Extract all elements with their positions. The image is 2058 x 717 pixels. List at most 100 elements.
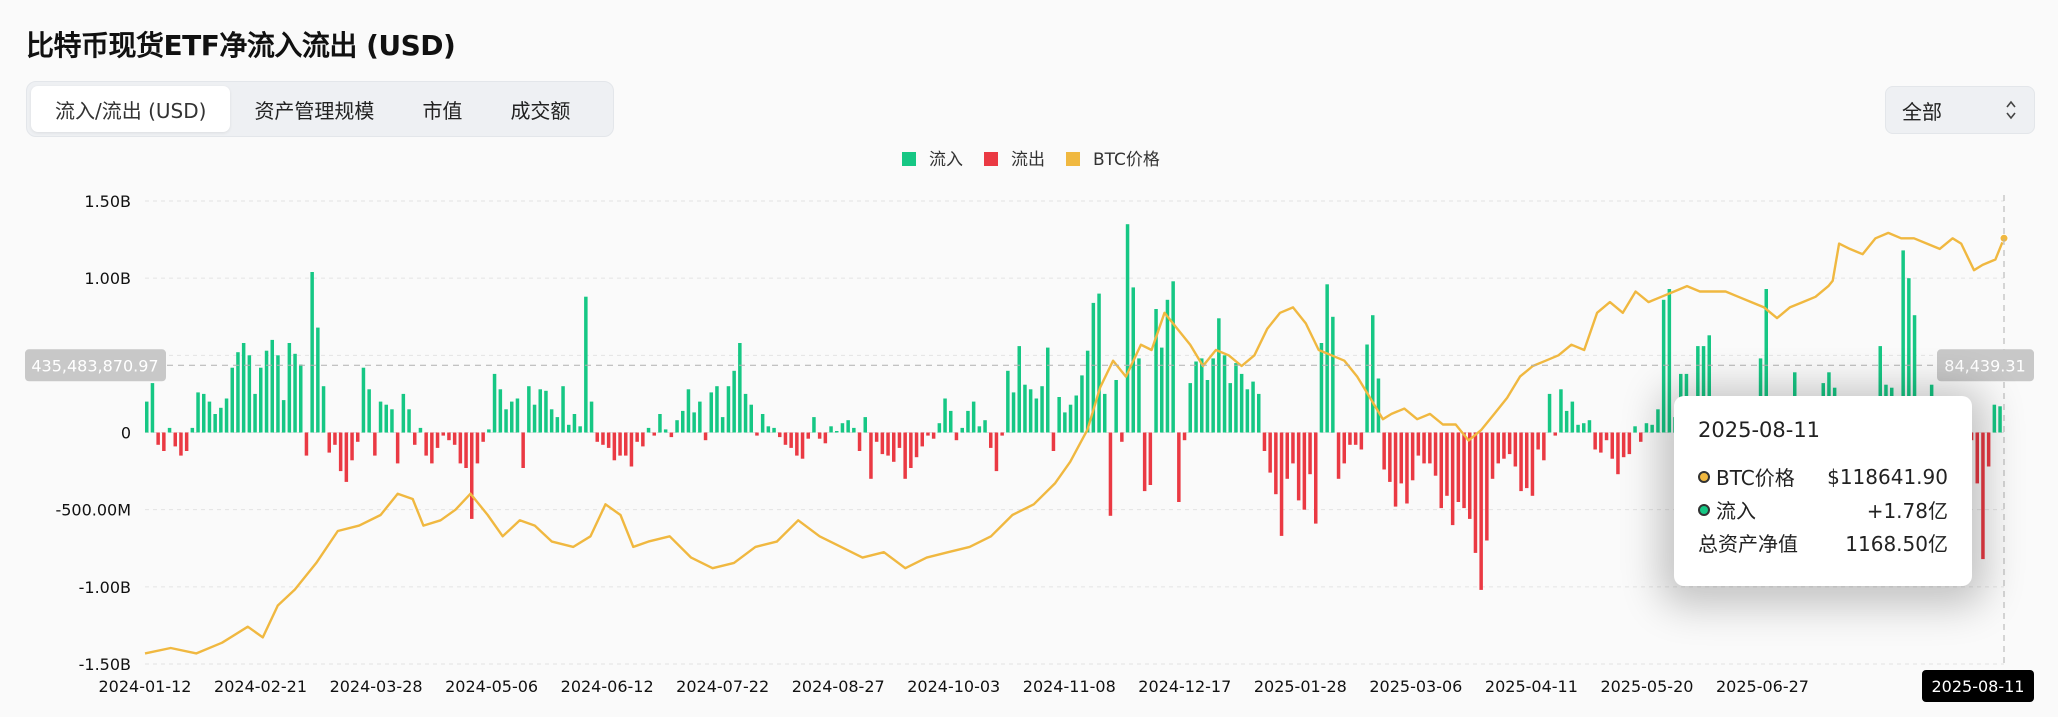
crosshair-x-label: 2025-08-11 xyxy=(1922,670,2034,702)
tooltip-nav-label: 总资产净值 xyxy=(1698,532,1798,556)
outflow-bar xyxy=(1445,432,1449,496)
inflow-bar xyxy=(943,398,947,433)
inflow-bar xyxy=(1188,383,1192,433)
inflow-bar xyxy=(715,386,719,433)
inflow-bar xyxy=(1656,409,1660,433)
inflow-bar xyxy=(1057,397,1061,433)
inflow-bar xyxy=(1707,335,1711,433)
outflow-bar xyxy=(601,432,605,445)
inflow-bar xyxy=(276,355,280,433)
x-tick-label: 2024-06-12 xyxy=(561,677,654,696)
inflow-bar xyxy=(960,427,964,433)
inflow-bar xyxy=(977,426,982,433)
inflow-bar xyxy=(219,407,223,433)
x-tick-label: 2024-01-12 xyxy=(99,677,192,696)
inflow-bar xyxy=(1160,347,1164,433)
inflow-bar xyxy=(1194,361,1198,433)
inflow-bar xyxy=(1165,299,1170,433)
outflow-bar xyxy=(954,432,959,441)
time-range-select[interactable]: 全部 xyxy=(1885,86,2035,134)
inflow-bar xyxy=(241,343,246,433)
inflow-bar xyxy=(145,401,149,433)
inflow-bar xyxy=(510,401,514,433)
outflow-bar xyxy=(1490,432,1495,479)
outflow-bar xyxy=(1519,432,1523,492)
inflow-bar xyxy=(498,389,503,433)
inflow-bar xyxy=(504,409,508,433)
legend-label: BTC价格 xyxy=(1093,150,1160,170)
outflow-bar xyxy=(612,432,617,461)
outflow-bar xyxy=(1262,432,1267,451)
inflow-bar xyxy=(1559,389,1563,433)
tab-market-cap[interactable]: 市值 xyxy=(422,98,463,123)
outflow-bar xyxy=(669,432,674,438)
inflow-bar xyxy=(1661,299,1666,433)
outflow-bar xyxy=(1302,432,1307,510)
btc-price-line xyxy=(144,231,2006,655)
inflow-bar xyxy=(1696,346,1700,433)
outflow-bar xyxy=(1621,432,1626,458)
outflow-bar xyxy=(926,432,930,436)
inflow-bar xyxy=(1228,383,1232,433)
outflow-bar xyxy=(470,432,474,519)
inflow-bar xyxy=(310,272,314,433)
inflow-bar xyxy=(829,426,833,433)
inflow-bar xyxy=(196,392,200,433)
outflow-bar xyxy=(897,432,902,448)
inflow-bar xyxy=(1040,386,1044,433)
inflow-bar xyxy=(1080,375,1084,433)
inflow-bar xyxy=(743,393,748,433)
outflow-bar xyxy=(162,432,166,451)
outflow-bar xyxy=(783,432,788,445)
inflow-bar xyxy=(401,393,406,433)
crosshair-y-label-text: 435,483,870.97 xyxy=(31,356,158,375)
tab-aum[interactable]: 资产管理规模 xyxy=(254,98,375,123)
inflow-bar xyxy=(1878,346,1882,433)
outflow-bar xyxy=(1610,432,1614,459)
outflow-bar xyxy=(1342,432,1346,464)
outflow-bar xyxy=(1359,432,1364,450)
inflow-bar xyxy=(390,409,394,433)
inflow-bar xyxy=(1576,424,1580,433)
outflow-bar xyxy=(1599,432,1603,453)
outflow-bar xyxy=(395,432,400,464)
inflow-bar xyxy=(1650,424,1654,433)
outflow-bar xyxy=(333,432,337,445)
outflow-bar xyxy=(350,432,354,461)
inflow-bar xyxy=(572,414,577,433)
inflow-dot-icon xyxy=(1698,503,1710,516)
outflow-bar xyxy=(931,432,936,439)
inflow-bar xyxy=(949,410,953,433)
outflow-bar xyxy=(869,432,873,479)
inflow-bar xyxy=(1251,381,1255,433)
outflow-bar xyxy=(641,432,645,447)
outflow-bar xyxy=(914,432,919,458)
tab-volume[interactable]: 成交额 xyxy=(510,98,571,123)
inflow-bar xyxy=(1068,404,1073,433)
inflow-bar xyxy=(1017,346,1021,433)
x-tick-label: 2025-06-27 xyxy=(1716,677,1809,696)
inflow-bar xyxy=(1257,393,1261,433)
inflow-bar xyxy=(1570,401,1575,433)
inflow-bar xyxy=(487,429,491,433)
outflow-bar xyxy=(1479,432,1483,590)
outflow-bar xyxy=(475,432,480,464)
outflow-bar xyxy=(635,432,639,442)
metric-tab-group: 流入/流出 (USD) 资产管理规模 市值 成交额 xyxy=(26,81,614,137)
inflow-bar xyxy=(1154,309,1158,433)
inflow-bar xyxy=(1171,281,1175,433)
outflow-bar xyxy=(1291,432,1295,464)
legend-label: 流入 xyxy=(929,150,963,170)
outflow-bar xyxy=(1336,432,1341,479)
inflow-bar xyxy=(663,429,668,433)
inflow-bar xyxy=(287,343,292,433)
outflow-bar xyxy=(344,432,349,482)
inflow-bar xyxy=(253,393,257,433)
outflow-bar xyxy=(1502,432,1506,459)
inflow-bar xyxy=(1097,293,1101,433)
outflow-bar xyxy=(1462,432,1466,509)
tab-inflow-outflow[interactable]: 流入/流出 (USD) xyxy=(31,86,231,132)
outflow-bar xyxy=(481,432,485,442)
inflow-bar xyxy=(316,327,320,433)
